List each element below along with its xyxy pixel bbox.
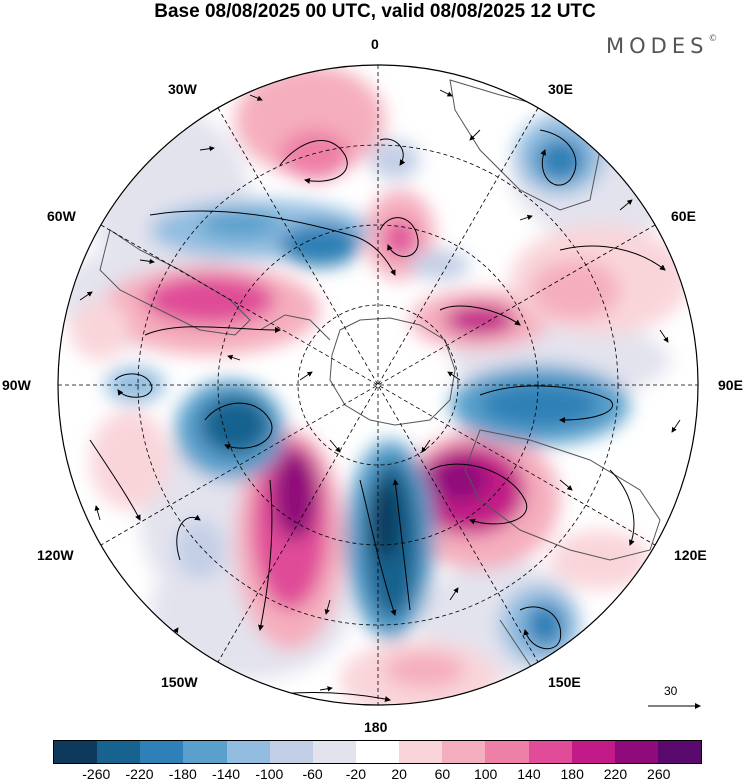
colorbar-swatch — [54, 741, 98, 763]
colorbar-swatch — [269, 741, 313, 763]
colorbar — [53, 740, 702, 764]
brand-name: MODES — [606, 34, 709, 58]
colorbar-swatch — [614, 741, 658, 763]
wind-vectors — [79, 89, 681, 692]
colorbar-tick-label: 140 — [517, 766, 541, 782]
wind-streamlines — [89, 129, 666, 702]
colorbar-tick-label: -20 — [345, 766, 366, 782]
colorbar-swatch — [140, 741, 184, 763]
polar-map — [57, 64, 701, 709]
colorbar-tick-label: 180 — [560, 766, 584, 782]
map-title: Base 08/08/2025 00 UTC, valid 08/08/2025… — [154, 1, 596, 22]
colorbar-tick-label: -60 — [302, 766, 323, 782]
colorbar-swatch — [399, 741, 443, 763]
colorbar-tick-label: 20 — [391, 766, 407, 782]
colorbar-tick-label: 260 — [647, 766, 671, 782]
colorbar-swatch — [312, 741, 356, 763]
colorbar-swatch — [355, 741, 400, 763]
lon-label-180: 180 — [364, 719, 388, 735]
colorbar-swatch — [657, 741, 702, 763]
map-border — [57, 64, 699, 706]
colorbar-swatch — [571, 741, 615, 763]
colorbar-tick-label: -140 — [212, 766, 241, 782]
colorbar-ticks: -260 -220 -180 -140 -100 -60 -20 20 60 100 140 180 2… — [0, 766, 750, 783]
brand-logo: MODES© — [606, 34, 717, 58]
colorbar-swatch — [183, 741, 227, 763]
colorbar-swatch — [226, 741, 270, 763]
colorbar-swatch — [97, 741, 141, 763]
lon-label-150w: 150W — [161, 674, 198, 690]
colorbar-tick-label: 100 — [473, 766, 498, 782]
lon-label-30w: 30W — [168, 81, 197, 97]
lon-label-0: 0 — [371, 36, 379, 52]
colorbar-tick-label: -100 — [255, 766, 284, 782]
lon-label-120w: 120W — [37, 547, 74, 563]
colorbar-swatch — [442, 741, 486, 763]
australia — [464, 429, 661, 561]
lon-label-60e: 60E — [671, 208, 696, 224]
lon-label-60w: 60W — [47, 208, 76, 224]
lon-label-30e: 30E — [548, 81, 573, 97]
colorbar-tick-label: -220 — [125, 766, 154, 782]
south-america — [99, 229, 251, 336]
colorbar-swatch — [528, 741, 572, 763]
colorbar-tick-label: -180 — [168, 766, 197, 782]
lon-label-120e: 120E — [674, 547, 707, 563]
colorbar-tick-label: 60 — [434, 766, 451, 782]
graticule — [58, 65, 698, 705]
brand-mark: © — [708, 34, 718, 44]
lon-label-90e: 90E — [718, 377, 743, 393]
colorbar-tick-label: 220 — [603, 766, 628, 782]
lon-label-90w: 90W — [2, 377, 31, 393]
colorbar-swatch — [485, 741, 529, 763]
wind-scale-label: 30 — [664, 684, 678, 698]
lon-label-150e: 150E — [548, 674, 581, 690]
colorbar-tick-label: -260 — [82, 766, 111, 782]
antarctica-coast — [329, 317, 456, 426]
